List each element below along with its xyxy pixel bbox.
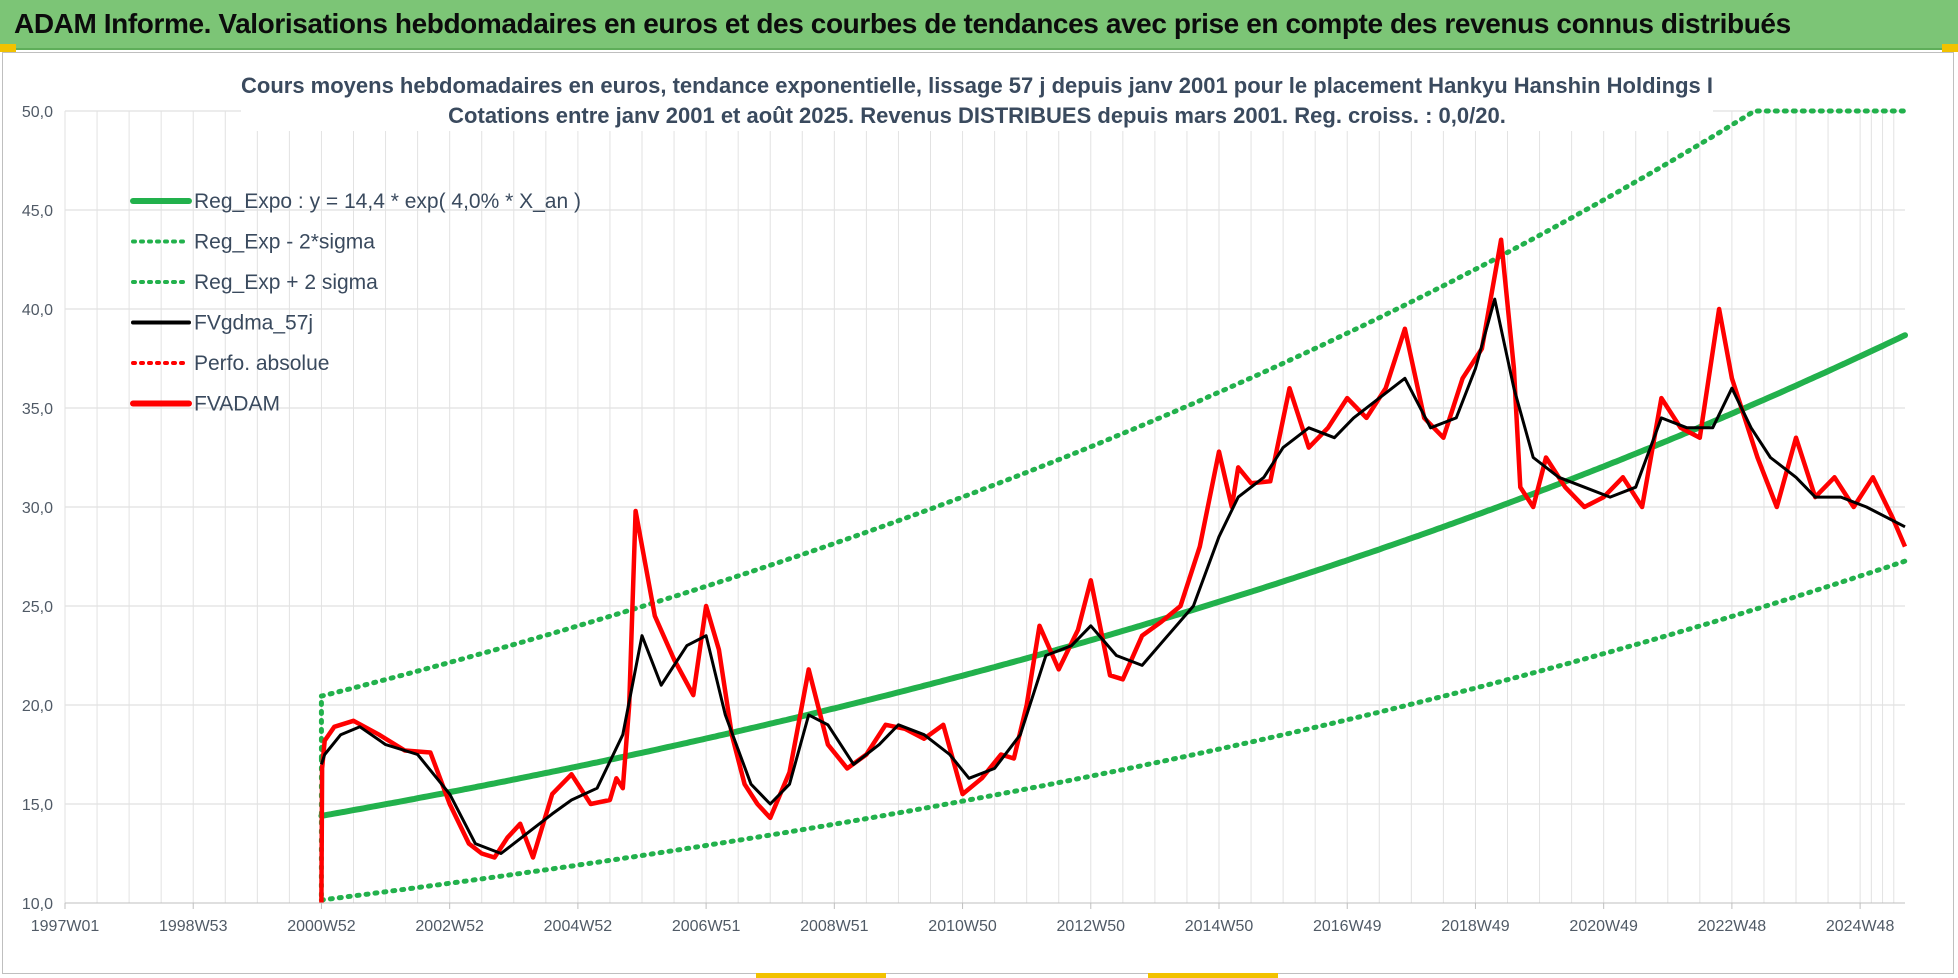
legend-label: Perfo. absolue [194, 352, 329, 375]
x-tick-label: 1998W53 [159, 918, 228, 935]
x-tick-label: 2018W49 [1441, 918, 1510, 935]
legend-label: Reg_Exp + 2 sigma [194, 271, 378, 294]
series-reg-exp-minus-2sigma [318, 558, 1908, 903]
series-layer [318, 108, 1908, 904]
x-tick-label: 2024W48 [1826, 918, 1895, 935]
chart-title: Cours moyens hebdomadaires en euros, ten… [241, 73, 1713, 98]
x-tick-label: 2014W50 [1185, 918, 1254, 935]
x-tick-label: 2000W52 [287, 918, 356, 935]
y-tick-label: 10,0 [22, 896, 53, 913]
x-tick-label: 2008W51 [800, 918, 869, 935]
y-tick-label: 30,0 [22, 500, 53, 517]
x-tick-label: 2010W50 [928, 918, 997, 935]
series-fvgdma-57j [319, 297, 1906, 855]
legend: Reg_Expo : y = 14,4 * exp( 4,0% * X_an )… [130, 190, 581, 416]
y-tick-label: 15,0 [22, 797, 53, 814]
x-tick-label: 2016W49 [1313, 918, 1382, 935]
chart-frame: 10,0 15,0 20,0 25,0 30,0 35,0 40,0 45,0 50,0 1997… [2, 52, 1954, 974]
legend-label: FVgdma_57j [194, 312, 313, 335]
bottom-marker [1148, 973, 1278, 978]
legend-label: FVADAM [194, 393, 280, 416]
y-tick-label: 35,0 [22, 401, 53, 418]
series-reg-exp-plus-2sigma [318, 108, 1908, 699]
x-tick-label: 1997W01 [31, 918, 100, 935]
series-fvadam [319, 237, 1908, 904]
x-tick-label: 2022W48 [1698, 918, 1767, 935]
x-tick-label: 2006W51 [672, 918, 741, 935]
report-title: ADAM Informe. Valorisations hebdomadaire… [14, 8, 1791, 39]
bottom-marker [756, 973, 886, 978]
legend-label: Reg_Expo : y = 14,4 * exp( 4,0% * X_an ) [194, 190, 581, 213]
y-tick-label: 45,0 [22, 203, 53, 220]
x-tick-label: 2002W52 [415, 918, 484, 935]
legend-label: Reg_Exp - 2*sigma [194, 231, 375, 254]
axes: 10,0 15,0 20,0 25,0 30,0 35,0 40,0 45,0 50,0 1997… [22, 104, 1905, 935]
x-tick-label: 2012W50 [1057, 918, 1126, 935]
chart-subtitle: Cotations entre janv 2001 et août 2025. … [448, 103, 1506, 128]
chart-svg: 10,0 15,0 20,0 25,0 30,0 35,0 40,0 45,0 50,0 1997… [22, 67, 1908, 935]
corner-marker [0, 44, 16, 52]
series-reg-expo [318, 332, 1908, 819]
x-tick-label: 2004W52 [544, 918, 613, 935]
y-tick-label: 20,0 [22, 698, 53, 715]
y-tick-label: 50,0 [22, 104, 53, 121]
corner-marker [1942, 44, 1958, 52]
y-tick-label: 40,0 [22, 302, 53, 319]
x-tick-label: 2020W49 [1569, 918, 1638, 935]
title-background [241, 67, 1713, 131]
y-tick-label: 25,0 [22, 599, 53, 616]
report-banner: ADAM Informe. Valorisations hebdomadaire… [0, 0, 1958, 50]
